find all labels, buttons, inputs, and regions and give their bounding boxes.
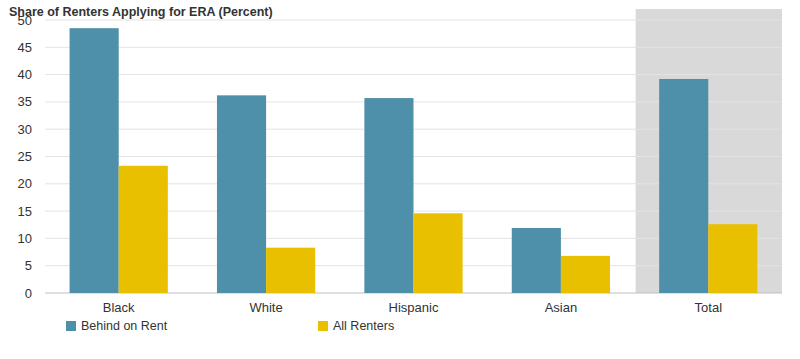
y-axis-line (45, 20, 46, 293)
y-tick-label: 50 (18, 13, 32, 28)
legend-swatch (66, 321, 76, 331)
bar (70, 28, 119, 293)
legend-label: All Renters (333, 319, 394, 333)
chart-container: Share of Renters Applying for ERA (Perce… (0, 0, 800, 359)
grid-line (45, 47, 782, 48)
bar (217, 95, 266, 293)
y-tick-label: 30 (18, 122, 32, 137)
x-tick-label: White (249, 300, 282, 315)
chart-title: Share of Renters Applying for ERA (Perce… (9, 5, 273, 19)
y-tick-label: 45 (18, 40, 32, 55)
bar (512, 228, 561, 293)
bar (659, 79, 708, 293)
y-tick-label: 35 (18, 94, 32, 109)
bars-group (70, 28, 758, 293)
y-tick-label: 10 (18, 231, 32, 246)
x-tick-label: Total (695, 300, 723, 315)
x-tick-label: Asian (545, 300, 578, 315)
legend-swatch (318, 321, 328, 331)
chart-svg: Share of Renters Applying for ERA (Perce… (0, 0, 800, 359)
highlight-band (636, 9, 782, 293)
bar (119, 166, 168, 293)
y-tick-label: 25 (18, 149, 32, 164)
grid-line (45, 74, 782, 75)
y-tick-label: 5 (25, 258, 32, 273)
x-tick-label: Hispanic (389, 300, 439, 315)
bar (414, 213, 463, 293)
legend-label: Behind on Rent (81, 319, 168, 333)
y-tick-label: 40 (18, 67, 32, 82)
bar (266, 248, 315, 293)
y-tick-label: 0 (25, 286, 32, 301)
x-tick-label: Black (103, 300, 135, 315)
bar (561, 256, 610, 293)
y-tick-label: 20 (18, 176, 32, 191)
grid-line (45, 20, 782, 21)
bar (708, 224, 757, 293)
bar (364, 98, 413, 293)
y-tick-label: 15 (18, 204, 32, 219)
